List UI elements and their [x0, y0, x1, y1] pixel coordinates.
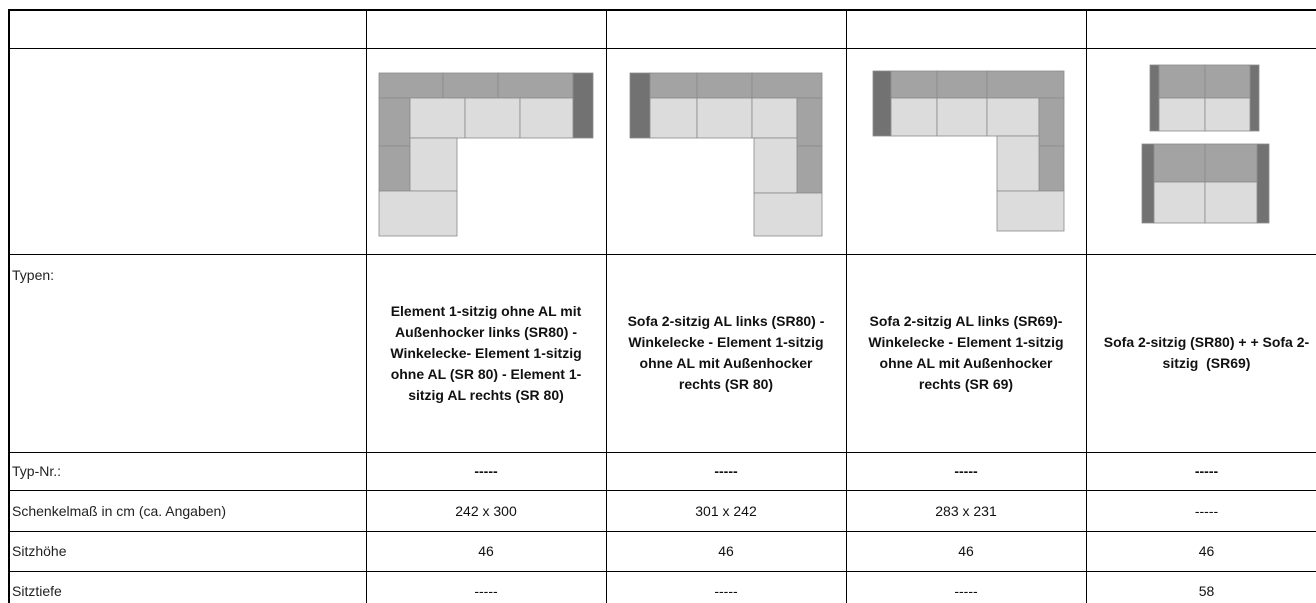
- cell: -----: [845, 451, 1087, 491]
- cell: Sofa 2-sitzig (SR80) + + Sofa 2-sitzig (…: [1085, 253, 1316, 453]
- row: Typ-Nr.: ----- ----- ----- -----: [8, 451, 1316, 491]
- row-label: Sitzhöhe: [8, 530, 367, 572]
- cell: -----: [1085, 489, 1316, 532]
- cell: 46: [365, 530, 607, 572]
- row: Sitztiefe ----- ----- ----- 58: [8, 570, 1316, 603]
- cell: 46: [1085, 530, 1316, 572]
- types-row: Typen: Element 1-sitzig ohne AL mit Auße…: [8, 253, 1316, 453]
- row: Sitzhöhe 46 46 46 46: [8, 530, 1316, 572]
- cell: 242 x 300: [365, 489, 607, 532]
- sofa-diagram: [629, 72, 822, 236]
- table-wrap: Typen: Element 1-sitzig ohne AL mit Auße…: [8, 9, 1316, 603]
- cell: -----: [605, 451, 847, 491]
- row-label: Schenkelmaß in cm (ca. Angaben): [8, 489, 367, 532]
- comparison-table: Typen: Element 1-sitzig ohne AL mit Auße…: [8, 9, 1316, 603]
- row-label: Typen:: [8, 253, 367, 453]
- sofa-diagram: [872, 70, 1064, 231]
- cell: 301 x 242: [605, 489, 847, 532]
- cell: 58: [1085, 570, 1316, 603]
- cell: Sofa 2-sitzig AL links (SR80) - Winkelec…: [605, 253, 847, 453]
- cell: 283 x 231: [845, 489, 1087, 532]
- sofa-diagram: [378, 72, 593, 236]
- cell: -----: [1085, 451, 1316, 491]
- image-row: [8, 47, 1316, 255]
- row: Schenkelmaß in cm (ca. Angaben) 242 x 30…: [8, 489, 1316, 532]
- sofa-diagram: [1141, 64, 1269, 223]
- row-label: Sitztiefe: [8, 570, 367, 603]
- cell: 46: [845, 530, 1087, 572]
- cell: -----: [365, 451, 607, 491]
- cell: Sofa 2-sitzig AL links (SR69)- Winkeleck…: [845, 253, 1087, 453]
- empty-row: [8, 9, 1316, 49]
- cell: -----: [845, 570, 1087, 603]
- cell: Element 1-sitzig ohne AL mit Außenhocker…: [365, 253, 607, 453]
- row-label: Typ-Nr.:: [8, 451, 367, 491]
- cell: -----: [605, 570, 847, 603]
- cell: -----: [365, 570, 607, 603]
- cell: 46: [605, 530, 847, 572]
